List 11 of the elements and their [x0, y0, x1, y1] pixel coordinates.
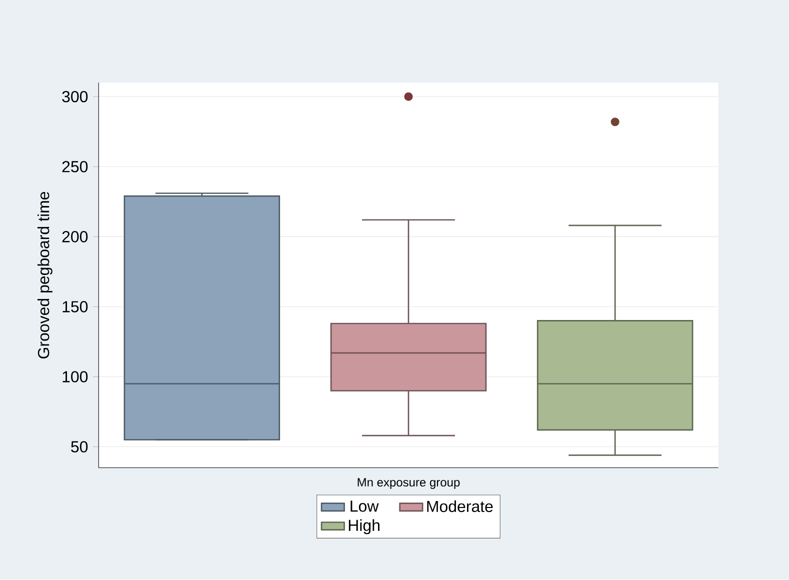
legend-label: Moderate	[427, 500, 493, 512]
y-tick-label: 300	[62, 91, 88, 102]
y-axis-title: Grooved pegboard time	[38, 192, 52, 359]
x-axis-title: Mn exposure group	[358, 478, 460, 490]
y-tick-label: 100	[62, 371, 88, 383]
legend-label: High	[348, 519, 380, 534]
y-tick-label: 150	[62, 301, 88, 312]
y-tick-label: 250	[62, 161, 88, 172]
legend-label: Low	[350, 500, 379, 512]
y-tick-label: 200	[62, 231, 88, 242]
y-tick-label: 50	[71, 441, 88, 453]
